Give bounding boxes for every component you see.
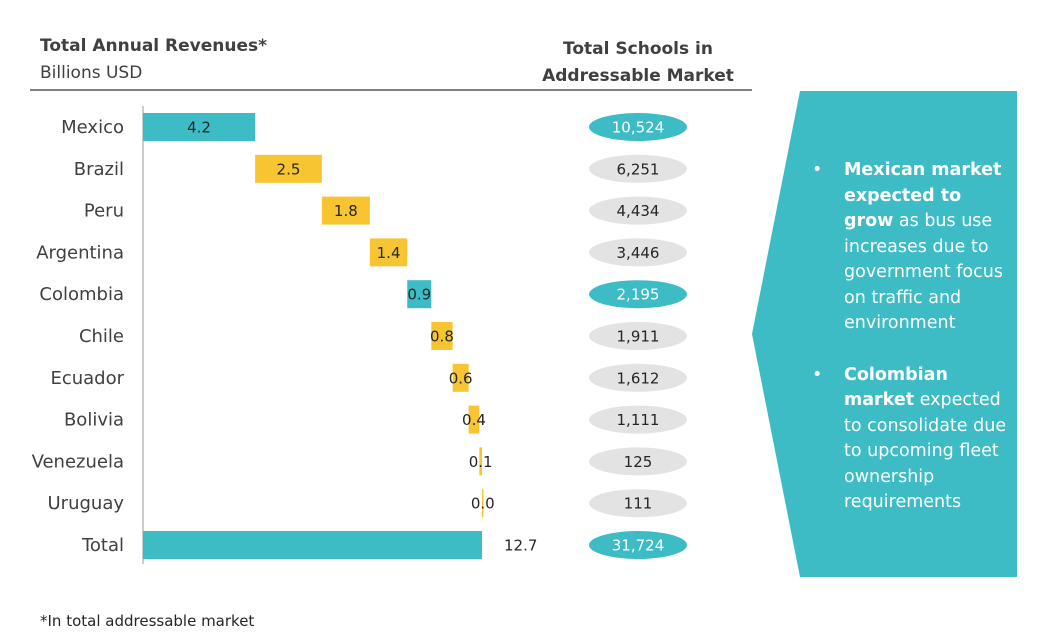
bullet2-text: expected to consolidate due to upcoming …: [844, 390, 1007, 512]
bar-venezuela: [479, 447, 482, 476]
bullet2-bold: Colombian market: [844, 364, 948, 411]
schools-count-uruguay: 111: [624, 495, 653, 513]
value-label-uruguay: 0.0: [471, 495, 495, 513]
schools-pill-uruguay: [589, 489, 687, 518]
schools-count-bolivia: 1,111: [617, 411, 660, 429]
bar-uruguay: [482, 489, 484, 518]
category-label-ecuador: Ecuador: [50, 368, 124, 389]
revenue-header-subtitle: Billions USD: [40, 63, 143, 83]
value-label-chile: 0.8: [430, 328, 454, 346]
schools-count-peru: 4,434: [617, 202, 660, 220]
callout-bullets: • Mexican market expected to grow as bus…: [812, 158, 1012, 542]
category-label-uruguay: Uruguay: [48, 493, 125, 514]
schools-count-mexico: 10,524: [612, 119, 665, 137]
bullet-dot-icon: •: [812, 160, 823, 180]
bar-chile: [431, 322, 453, 350]
bar-argentina: [369, 238, 408, 267]
bar-ecuador: [452, 363, 469, 392]
value-label-venezuela: 0.1: [469, 453, 493, 471]
callout-bullet-mexico: • Mexican market expected to grow as bus…: [812, 158, 1012, 337]
bar-peru: [321, 196, 370, 225]
schools-pill-brazil: [589, 154, 687, 183]
value-label-total: 12.7: [504, 537, 537, 555]
value-label-colombia: 0.9: [407, 286, 431, 304]
schools-count-chile: 1,911: [617, 328, 660, 346]
value-label-bolivia: 0.4: [462, 411, 486, 429]
schools-pill-mexico: [589, 113, 687, 141]
category-label-bolivia: Bolivia: [64, 410, 124, 431]
category-label-colombia: Colombia: [39, 284, 124, 305]
schools-pill-argentina: [589, 238, 687, 267]
schools-pill-ecuador: [589, 363, 687, 392]
bar-total: [143, 531, 482, 559]
footnote: *In total addressable market: [40, 612, 255, 630]
schools-count-venezuela: 125: [624, 453, 653, 471]
category-label-chile: Chile: [79, 326, 124, 347]
schools-count-total: 31,724: [612, 537, 665, 555]
schools-count-colombia: 2,195: [617, 286, 660, 304]
value-label-argentina: 1.4: [377, 244, 401, 262]
revenue-header-title: Total Annual Revenues*: [40, 36, 268, 56]
bar-brazil: [255, 154, 322, 183]
schools-count-ecuador: 1,612: [617, 369, 660, 387]
schools-pill-venezuela: [589, 447, 687, 476]
schools-pill-colombia: [589, 280, 687, 309]
bar-bolivia: [468, 405, 480, 434]
category-label-total: Total: [81, 535, 124, 556]
callout-chevron-shape: [752, 91, 1017, 577]
value-label-peru: 1.8: [334, 202, 358, 220]
value-label-mexico: 4.2: [187, 119, 211, 137]
revenue-waterfall-chart: Mexico 4.2 10,524 Brazil 2.5 6,251 Peru 1.8 4,43…: [32, 106, 687, 564]
bar-mexico: [143, 113, 256, 141]
schools-pill-bolivia: [589, 405, 687, 434]
value-label-ecuador: 0.6: [449, 369, 473, 387]
category-label-mexico: Mexico: [61, 117, 124, 138]
category-label-argentina: Argentina: [36, 242, 124, 263]
category-label-peru: Peru: [84, 201, 124, 222]
schools-count-brazil: 6,251: [617, 160, 660, 178]
schools-header-line2: Addressable Market: [542, 66, 734, 86]
header-divider: [30, 89, 752, 91]
schools-pill-peru: [589, 196, 687, 225]
category-label-brazil: Brazil: [74, 159, 124, 180]
bar-colombia: [407, 280, 432, 309]
callout-bullet-colombia: • Colombian market expected to consolida…: [812, 363, 1012, 516]
category-label-venezuela: Venezuela: [32, 451, 124, 472]
bullet-dot-icon: •: [812, 364, 823, 385]
schools-count-argentina: 3,446: [617, 244, 660, 262]
schools-pill-chile: [589, 322, 687, 350]
schools-header: Total Schools in Addressable Market: [540, 36, 736, 90]
schools-pill-total: [589, 531, 687, 559]
bullet1-text: as bus use increases due to government f…: [844, 211, 1003, 333]
value-label-brazil: 2.5: [277, 160, 301, 178]
bullet1-bold: Mexican market expected to grow: [844, 160, 1002, 231]
schools-header-line1: Total Schools in: [563, 39, 713, 59]
